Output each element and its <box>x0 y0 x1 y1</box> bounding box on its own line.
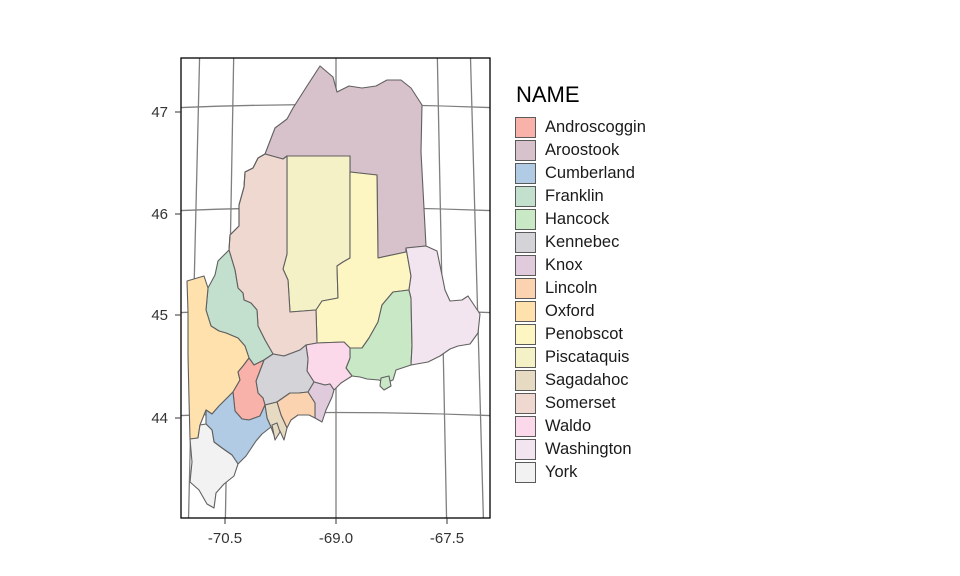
legend-item-knox: Knox <box>515 254 646 277</box>
legend-swatch-aroostook <box>515 140 536 161</box>
legend-label: Androscoggin <box>545 118 646 136</box>
legend-item-kennebec: Kennebec <box>515 231 646 254</box>
county-sagadahoc-island <box>271 422 281 441</box>
legend-item-penobscot: Penobscot <box>515 323 646 346</box>
legend-swatch-hancock <box>515 209 536 230</box>
y-tick-label-47: 47 <box>151 104 168 121</box>
legend-swatch-sagadahoc <box>515 370 536 391</box>
county-washington <box>405 245 481 366</box>
legend-label: Piscataquis <box>545 348 630 366</box>
legend-item-washington: Washington <box>515 438 646 461</box>
x-tick-label--67.5: -67.5 <box>430 530 464 547</box>
legend-label: Sagadahoc <box>545 371 629 389</box>
legend-swatch-franklin <box>515 186 536 207</box>
y-axis: 47 46 45 44 <box>151 104 181 427</box>
legend-label: Hancock <box>545 210 610 228</box>
legend-item-aroostook: Aroostook <box>515 139 646 162</box>
legend-swatch-lincoln <box>515 278 536 299</box>
legend-label: Lincoln <box>545 279 598 297</box>
legend-item-franklin: Franklin <box>515 185 646 208</box>
legend-swatch-kennebec <box>515 232 536 253</box>
legend-label: Washington <box>545 440 632 458</box>
legend-swatch-knox <box>515 255 536 276</box>
legend-swatch-piscataquis <box>515 347 536 368</box>
legend: NAME Androscoggin Aroostook Cumberland Fran… <box>515 82 646 484</box>
legend-item-androscoggin: Androscoggin <box>515 116 646 139</box>
y-tick-label-44: 44 <box>151 410 168 427</box>
legend-label: York <box>545 463 578 481</box>
legend-label: Knox <box>545 256 583 274</box>
x-tick-label--70.5: -70.5 <box>208 530 242 547</box>
legend-swatch-penobscot <box>515 324 536 345</box>
legend-item-oxford: Oxford <box>515 300 646 323</box>
legend-label: Kennebec <box>545 233 620 251</box>
legend-item-cumberland: Cumberland <box>515 162 646 185</box>
legend-item-somerset: Somerset <box>515 392 646 415</box>
legend-swatch-oxford <box>515 301 536 322</box>
legend-swatch-androscoggin <box>515 117 536 138</box>
county-hancock-island <box>379 375 392 391</box>
legend-label: Somerset <box>545 394 616 412</box>
y-tick-label-46: 46 <box>151 206 168 223</box>
legend-swatch-waldo <box>515 416 536 437</box>
graticule-line-lon-67 <box>469 58 485 518</box>
legend-swatch-cumberland <box>515 163 536 184</box>
y-tick-label-45: 45 <box>151 307 168 324</box>
legend-item-hancock: Hancock <box>515 208 646 231</box>
legend-label: Waldo <box>545 417 592 435</box>
x-axis: -70.5 -69.0 -67.5 <box>208 518 464 547</box>
legend-item-york: York <box>515 461 646 484</box>
county-polygons <box>186 65 481 509</box>
legend-swatch-york <box>515 462 536 483</box>
legend-item-waldo: Waldo <box>515 415 646 438</box>
legend-items: Androscoggin Aroostook Cumberland Franklin H… <box>515 116 646 484</box>
legend-label: Oxford <box>545 302 595 320</box>
legend-title: NAME <box>516 82 580 107</box>
legend-swatch-somerset <box>515 393 536 414</box>
legend-label: Aroostook <box>545 141 620 159</box>
legend-label: Franklin <box>545 187 604 205</box>
x-tick-label--69.0: -69.0 <box>319 530 353 547</box>
legend-swatch-washington <box>515 439 536 460</box>
legend-item-lincoln: Lincoln <box>515 277 646 300</box>
legend-label: Penobscot <box>545 325 623 343</box>
legend-item-piscataquis: Piscataquis <box>515 346 646 369</box>
county-york <box>189 423 239 509</box>
legend-item-sagadahoc: Sagadahoc <box>515 369 646 392</box>
legend-label: Cumberland <box>545 164 635 182</box>
